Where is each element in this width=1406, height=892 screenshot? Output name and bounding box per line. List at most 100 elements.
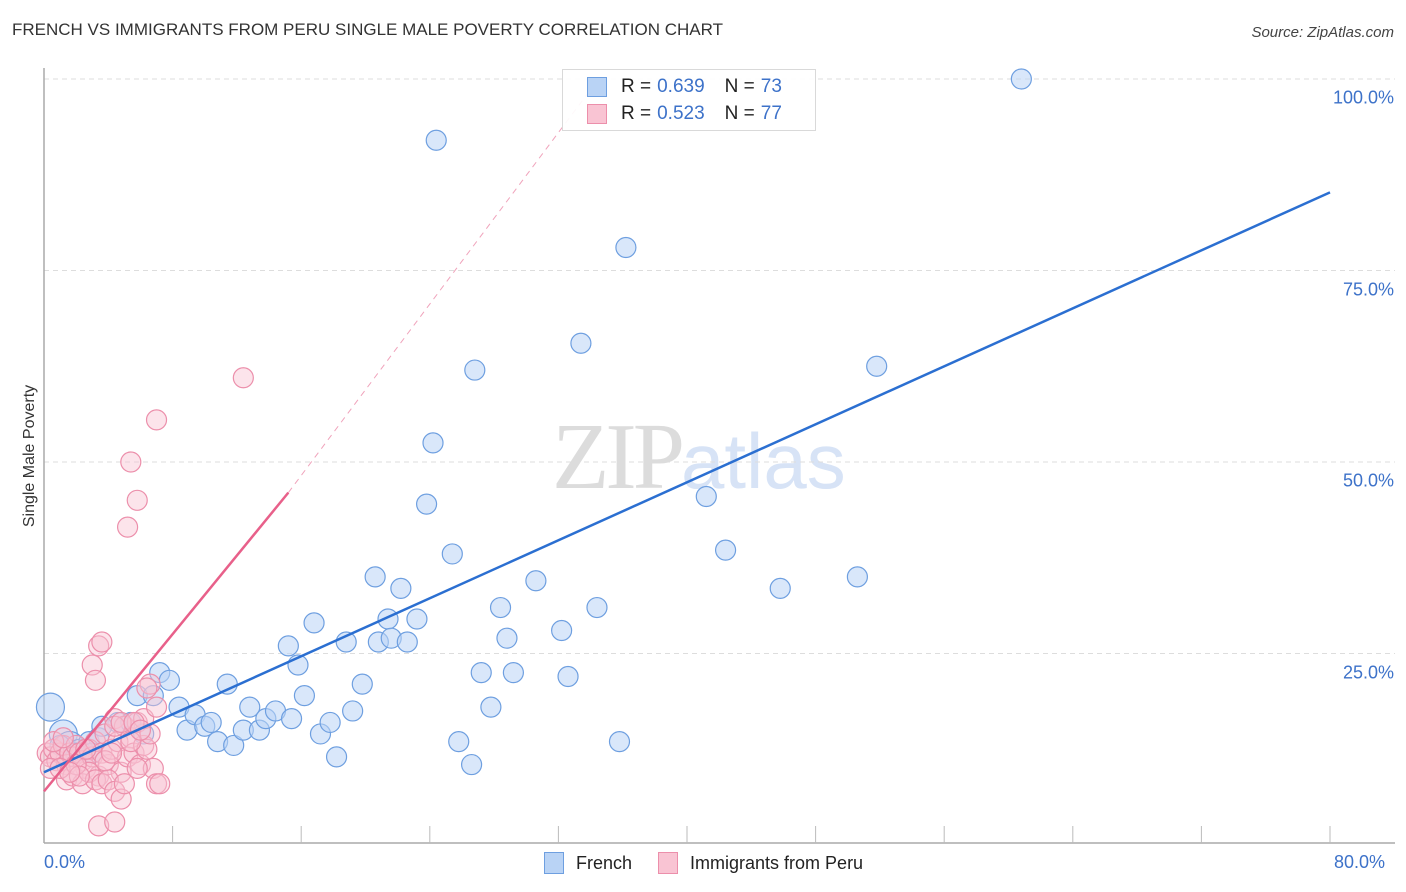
- peru-swatch: [587, 104, 607, 124]
- peru-points: [36, 367, 254, 837]
- data-point: [525, 570, 547, 592]
- data-point: [351, 673, 373, 695]
- data-point: [415, 493, 438, 515]
- y-tick-label: 50.0%: [1342, 470, 1394, 491]
- data-point: [396, 631, 418, 653]
- data-point: [489, 596, 512, 619]
- data-point: [216, 673, 238, 695]
- r-value: 0.523: [657, 103, 705, 124]
- data-point: [551, 619, 573, 642]
- data-point: [223, 734, 245, 757]
- data-point: [714, 539, 737, 561]
- chart-title: FRENCH VS IMMIGRANTS FROM PERU SINGLE MA…: [12, 20, 723, 39]
- data-point: [91, 631, 113, 653]
- data-point: [149, 773, 171, 795]
- n-label: N =: [724, 103, 755, 124]
- data-point: [145, 409, 168, 431]
- data-point: [319, 711, 341, 734]
- data-point: [390, 577, 412, 599]
- r-label: R =: [621, 103, 652, 124]
- legend-label-french: French: [576, 852, 633, 873]
- french-legend-swatch: [544, 852, 564, 874]
- n-label: N =: [724, 76, 755, 97]
- data-point: [460, 753, 483, 776]
- data-point: [1010, 68, 1032, 90]
- data-point: [615, 236, 637, 259]
- x-tick-min: 0.0%: [44, 852, 86, 872]
- data-point: [570, 332, 592, 354]
- gridlines: [44, 78, 1395, 654]
- data-point: [158, 669, 180, 691]
- r-label: R =: [621, 76, 652, 97]
- data-point: [325, 746, 348, 768]
- data-point: [104, 811, 126, 833]
- data-point: [88, 635, 110, 657]
- data-point: [145, 696, 168, 718]
- data-point: [866, 355, 888, 377]
- data-point: [52, 727, 74, 749]
- y-tick-label: 75.0%: [1342, 279, 1394, 299]
- data-point: [136, 677, 158, 699]
- data-point: [139, 673, 161, 695]
- data-point: [113, 773, 135, 795]
- data-point: [502, 662, 524, 684]
- trend-extension: [287, 78, 599, 493]
- trend-line: [43, 491, 290, 793]
- data-point: [116, 516, 139, 538]
- data-point: [280, 708, 303, 730]
- data-point: [303, 612, 325, 634]
- data-point: [84, 769, 107, 791]
- data-point: [110, 711, 132, 734]
- legend-row-french: R = 0.639 N = 73: [587, 75, 782, 99]
- y-tick-label: 100.0%: [1332, 87, 1394, 108]
- data-point: [470, 662, 492, 684]
- legend-item-french[interactable]: French: [544, 852, 632, 874]
- data-point: [277, 635, 299, 657]
- legend-item-peru[interactable]: Immigrants from Peru: [658, 852, 863, 874]
- data-point: [342, 700, 364, 722]
- data-point: [406, 608, 428, 630]
- y-tick-label: 25.0%: [1342, 662, 1394, 682]
- data-point: [586, 596, 608, 619]
- data-point: [200, 711, 222, 734]
- data-point: [496, 627, 518, 649]
- data-point: [126, 757, 148, 780]
- trend-line: [43, 191, 1331, 774]
- french-swatch: [587, 77, 607, 97]
- data-point: [232, 367, 254, 389]
- data-point: [480, 696, 502, 718]
- data-point: [91, 773, 113, 795]
- legend-label-peru: Immigrants from Peru: [690, 852, 864, 873]
- stats-legend: R = 0.639 N = 73 R = 0.523 N = 77: [562, 69, 816, 131]
- data-point: [239, 696, 261, 718]
- data-point: [120, 451, 142, 473]
- x-tick-max: 80.0%: [1334, 852, 1386, 872]
- source-label: Source: ZipAtlas.com: [1251, 24, 1394, 41]
- trend-lines: [43, 78, 1331, 793]
- series-legend: French Immigrants from Peru: [544, 852, 889, 874]
- r-value: 0.639: [657, 76, 705, 97]
- data-point: [59, 761, 81, 783]
- data-point: [557, 665, 579, 688]
- data-point: [695, 485, 717, 508]
- n-value: 77: [760, 103, 782, 124]
- data-point: [364, 566, 386, 588]
- peru-legend-swatch: [658, 852, 679, 874]
- data-point: [422, 432, 444, 454]
- data-point: [35, 692, 66, 722]
- data-point: [769, 577, 791, 599]
- data-point: [88, 815, 110, 837]
- data-point: [425, 129, 447, 151]
- data-point: [608, 730, 631, 753]
- data-point: [846, 566, 868, 588]
- data-point: [126, 489, 148, 511]
- data-point: [441, 543, 463, 565]
- n-value: 73: [760, 76, 782, 97]
- data-point: [464, 359, 486, 381]
- french-points: [35, 68, 1032, 776]
- data-point: [448, 730, 470, 753]
- data-point: [293, 685, 316, 707]
- legend-row-peru: R = 0.523 N = 77: [587, 102, 782, 126]
- data-point: [84, 669, 107, 691]
